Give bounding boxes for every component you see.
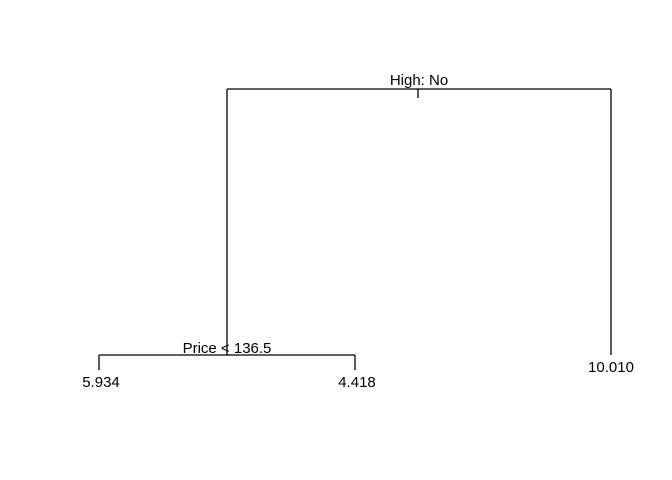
left-split-label: Price < 136.5 [183, 340, 272, 357]
leaf-left-left: 5.934 [82, 374, 120, 391]
left-split-node: Price < 136.5 [99, 340, 355, 357]
root-node: High: No [227, 72, 611, 98]
leaf-left-right: 4.418 [338, 374, 376, 391]
leaf-right: 10.010 [588, 359, 634, 376]
root-split-label: High: No [390, 72, 448, 89]
